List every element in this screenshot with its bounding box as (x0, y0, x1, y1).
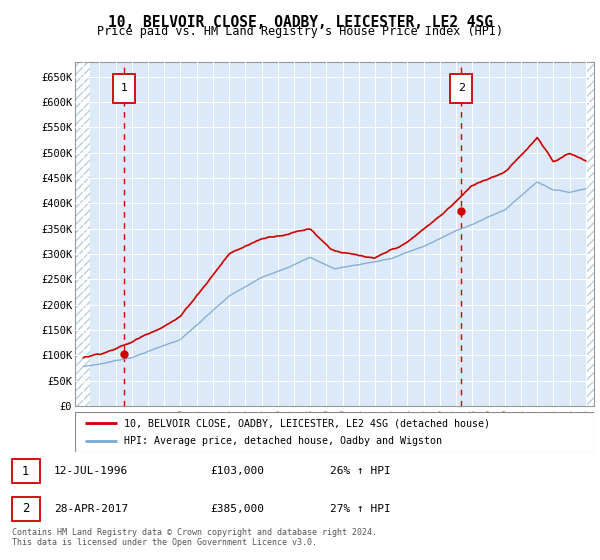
Text: 2: 2 (22, 502, 29, 515)
Text: 2: 2 (458, 83, 465, 94)
Text: 12-JUL-1996: 12-JUL-1996 (54, 466, 128, 476)
FancyBboxPatch shape (113, 74, 135, 103)
Text: £385,000: £385,000 (210, 504, 264, 514)
FancyBboxPatch shape (12, 497, 40, 521)
FancyBboxPatch shape (12, 459, 40, 483)
Text: HPI: Average price, detached house, Oadby and Wigston: HPI: Average price, detached house, Oadb… (124, 436, 442, 446)
Text: 26% ↑ HPI: 26% ↑ HPI (330, 466, 391, 476)
Text: 1: 1 (121, 83, 128, 94)
Text: 28-APR-2017: 28-APR-2017 (54, 504, 128, 514)
Text: 10, BELVOIR CLOSE, OADBY, LEICESTER, LE2 4SG (detached house): 10, BELVOIR CLOSE, OADBY, LEICESTER, LE2… (124, 418, 490, 428)
FancyBboxPatch shape (451, 74, 472, 103)
Text: Contains HM Land Registry data © Crown copyright and database right 2024.: Contains HM Land Registry data © Crown c… (12, 528, 377, 536)
Text: £103,000: £103,000 (210, 466, 264, 476)
FancyBboxPatch shape (75, 412, 594, 452)
Text: 1: 1 (22, 465, 29, 478)
Text: This data is licensed under the Open Government Licence v3.0.: This data is licensed under the Open Gov… (12, 538, 317, 547)
Text: Price paid vs. HM Land Registry's House Price Index (HPI): Price paid vs. HM Land Registry's House … (97, 25, 503, 38)
Text: 27% ↑ HPI: 27% ↑ HPI (330, 504, 391, 514)
Text: 10, BELVOIR CLOSE, OADBY, LEICESTER, LE2 4SG: 10, BELVOIR CLOSE, OADBY, LEICESTER, LE2… (107, 15, 493, 30)
